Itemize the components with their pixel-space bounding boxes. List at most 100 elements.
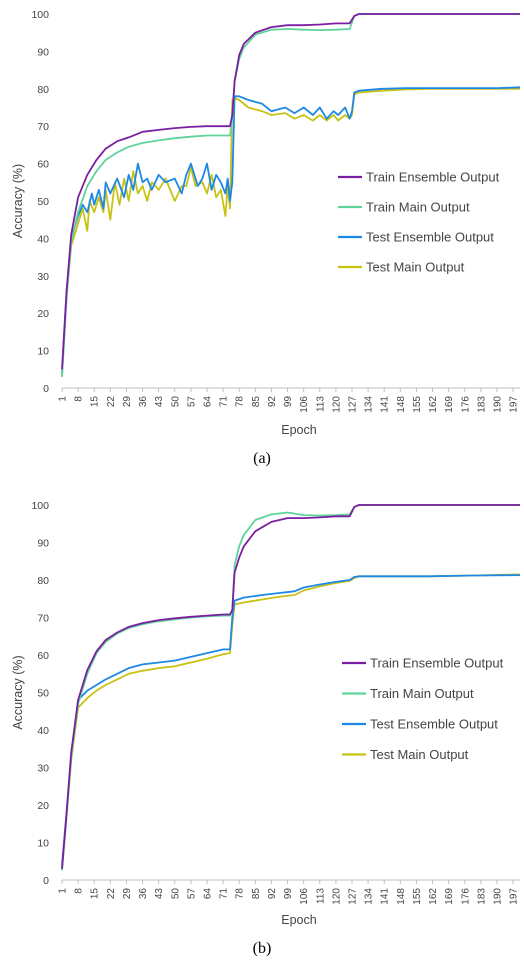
y-tick-label: 60 — [37, 650, 49, 662]
y-tick-label: 100 — [31, 9, 49, 21]
x-tick-label: 120 — [331, 888, 342, 905]
x-tick-label: 57 — [186, 396, 197, 408]
x-axis-title: Epoch — [281, 913, 316, 927]
x-tick-label: 71 — [219, 396, 230, 408]
y-tick-label: 20 — [37, 308, 49, 320]
x-tick-label: 15 — [90, 396, 101, 408]
x-tick-label: 176 — [460, 888, 471, 905]
x-tick-label: 92 — [267, 396, 278, 408]
x-tick-label: 29 — [122, 888, 133, 900]
x-tick-label: 8 — [74, 888, 85, 894]
series-line-test-ensemble-output — [61, 574, 521, 866]
y-tick-label: 80 — [37, 84, 49, 96]
x-tick-label: 113 — [315, 396, 326, 412]
series-line-train-ensemble-output — [61, 13, 520, 370]
y-tick-label: 30 — [37, 271, 49, 283]
x-tick-label: 64 — [202, 888, 213, 900]
x-tick-label: 36 — [138, 888, 149, 900]
x-tick-label: 106 — [299, 396, 310, 413]
legend-label: Test Ensemble Output — [370, 717, 498, 732]
x-tick-label: 99 — [283, 888, 294, 900]
x-tick-label: 85 — [251, 888, 262, 900]
y-tick-label: 50 — [37, 196, 49, 208]
x-tick-label: 64 — [202, 396, 213, 408]
x-tick-label: 134 — [364, 888, 375, 905]
x-tick-label: 1 — [58, 888, 69, 894]
x-tick-label: 15 — [90, 888, 101, 900]
x-tick-label: 99 — [283, 396, 294, 408]
x-tick-label: 113 — [315, 888, 326, 904]
x-tick-label: 183 — [476, 888, 487, 905]
x-tick-label: 29 — [122, 396, 133, 408]
x-tick-label: 92 — [267, 888, 278, 900]
y-tick-label: 10 — [37, 346, 49, 358]
y-tick-label: 100 — [31, 500, 49, 512]
x-tick-label: 8 — [74, 396, 85, 402]
y-axis-title: Accuracy (%) — [11, 655, 25, 729]
x-tick-label: 127 — [347, 396, 358, 413]
x-tick-label: 190 — [492, 888, 503, 905]
legend-label: Train Main Output — [370, 686, 474, 701]
x-tick-label: 120 — [331, 396, 342, 413]
y-tick-label: 0 — [43, 383, 49, 395]
x-tick-label: 169 — [444, 396, 455, 413]
y-tick-label: 10 — [37, 838, 49, 850]
x-tick-label: 155 — [412, 888, 423, 905]
y-tick-label: 60 — [37, 159, 49, 171]
x-tick-label: 22 — [106, 396, 117, 408]
x-tick-label: 22 — [106, 888, 117, 900]
y-tick-label: 30 — [37, 763, 49, 775]
y-tick-label: 40 — [37, 233, 49, 245]
x-tick-label: 141 — [380, 888, 391, 905]
x-tick-label: 169 — [444, 888, 455, 905]
series-line-test-ensemble-output — [61, 86, 521, 374]
x-tick-label: 78 — [235, 396, 246, 408]
y-tick-label: 20 — [37, 800, 49, 812]
series-line-train-ensemble-output — [61, 504, 520, 869]
legend-label: Train Ensemble Output — [366, 170, 500, 185]
chart-b: 0 10 20 30 40 50 60 70 80 90 100 1 8 15 22 29 36 43 50 57 64… — [11, 500, 521, 927]
y-axis-title: Accuracy (%) — [11, 164, 25, 238]
legend-label: Train Ensemble Output — [370, 656, 504, 671]
y-tick-label: 70 — [37, 121, 49, 133]
y-tick-label: 50 — [37, 688, 49, 700]
y-tick-label: 90 — [37, 538, 49, 550]
x-tick-label: 50 — [170, 396, 181, 408]
x-tick-label: 197 — [509, 888, 520, 905]
x-tick-label: 148 — [396, 888, 407, 905]
caption-a: (a) — [253, 450, 271, 467]
x-tick-label: 71 — [219, 888, 230, 900]
x-tick-label: 148 — [396, 396, 407, 413]
y-tick-label: 80 — [37, 575, 49, 587]
x-tick-label: 176 — [460, 396, 471, 413]
y-tick-label: 40 — [37, 725, 49, 737]
x-tick-label: 50 — [170, 888, 181, 900]
x-tick-label: 162 — [428, 888, 439, 905]
x-tick-label: 43 — [154, 396, 165, 408]
y-tick-label: 0 — [43, 875, 49, 887]
series-line-train-main-output — [61, 13, 520, 377]
x-tick-label: 78 — [235, 888, 246, 900]
legend-label: Test Main Output — [366, 260, 465, 275]
x-tick-label: 134 — [364, 396, 375, 413]
y-tick-label: 70 — [37, 613, 49, 625]
x-tick-label: 36 — [138, 396, 149, 408]
x-tick-label: 190 — [492, 396, 503, 413]
legend-label: Test Main Output — [370, 747, 469, 762]
x-tick-label: 85 — [251, 396, 262, 408]
x-tick-label: 57 — [186, 888, 197, 900]
x-tick-label: 162 — [428, 396, 439, 413]
x-tick-label: 1 — [58, 396, 69, 402]
chart-a: 0 10 20 30 40 50 60 70 80 90 100 1 8 15 22 29 36 43 50 57 64… — [11, 9, 521, 437]
x-tick-label: 155 — [412, 396, 423, 413]
legend-label: Train Main Output — [366, 200, 470, 215]
y-tick-label: 90 — [37, 46, 49, 58]
x-tick-label: 197 — [509, 396, 520, 413]
x-tick-label: 43 — [154, 888, 165, 900]
x-tick-label: 106 — [299, 888, 310, 905]
x-axis-title: Epoch — [281, 423, 316, 437]
x-tick-label: 127 — [347, 888, 358, 905]
caption-b: (b) — [252, 940, 272, 957]
legend-label: Test Ensemble Output — [366, 230, 494, 245]
